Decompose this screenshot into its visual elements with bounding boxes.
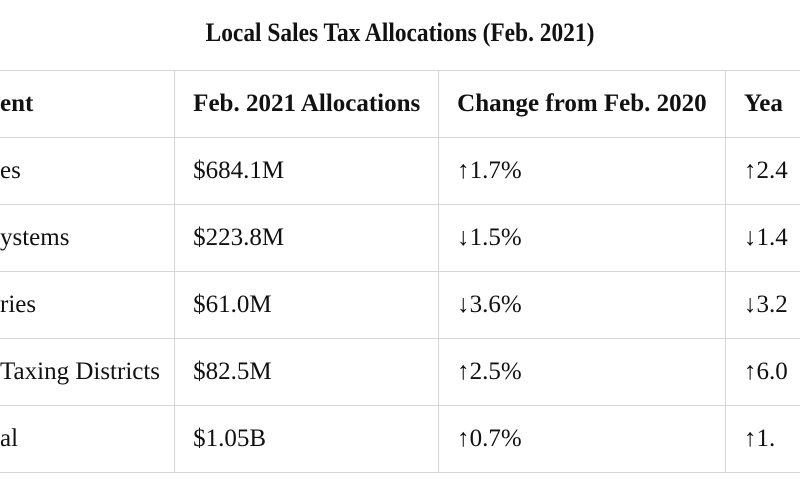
table-cell: ↓1.5% (438, 204, 726, 272)
table-cell: ↑2.5% (438, 338, 726, 406)
table-row: ystems $223.8M ↓1.5% ↓1.4 (0, 204, 800, 272)
table-cell: al (0, 405, 176, 473)
table-row: al $1.05B ↑0.7% ↑1. (0, 405, 800, 473)
table-body: es $684.1M ↑1.7% ↑2.4 ystems $223.8M ↓1.5% ↓1.4… (0, 137, 800, 473)
header-cell: ent (0, 70, 176, 138)
table-title: Local Sales Tax Allocations (Feb. 2021) (205, 18, 595, 47)
table-cell: $684.1M (174, 137, 440, 205)
table-cell: $1.05B (174, 405, 440, 473)
table-cell: ↑0.7% (438, 405, 726, 473)
header-cell: Feb. 2021 Allocations (174, 70, 440, 138)
table-cell: Taxing Districts (0, 338, 176, 406)
header-cell: Yea (724, 70, 800, 138)
table-cell: $82.5M (174, 338, 440, 406)
table-cell: ↑6.0 (724, 338, 800, 406)
table-cell: ↑1.7% (438, 137, 726, 205)
table-cell: $223.8M (174, 204, 440, 272)
table-cell: ↑2.4 (724, 137, 800, 205)
table-cell: ystems (0, 204, 176, 272)
table-row: es $684.1M ↑1.7% ↑2.4 (0, 137, 800, 205)
table-cell: $61.0M (174, 271, 440, 339)
table-row: ries $61.0M ↓3.6% ↓3.2 (0, 271, 800, 339)
table-cell: ↓3.2 (724, 271, 800, 339)
header-row: ent Feb. 2021 Allocations Change from Feb.… (0, 70, 800, 138)
table-row: Taxing Districts $82.5M ↑2.5% ↑6.0 (0, 338, 800, 406)
table-cell: ↓1.4 (724, 204, 800, 272)
header-cell: Change from Feb. 2020 (438, 70, 726, 138)
data-table: ent Feb. 2021 Allocations Change from Feb.… (0, 70, 800, 473)
table-cell: ↓3.6% (438, 271, 726, 339)
table-cell: ries (0, 271, 176, 339)
table-cell: ↑1. (724, 405, 800, 473)
table-cell: es (0, 137, 176, 205)
